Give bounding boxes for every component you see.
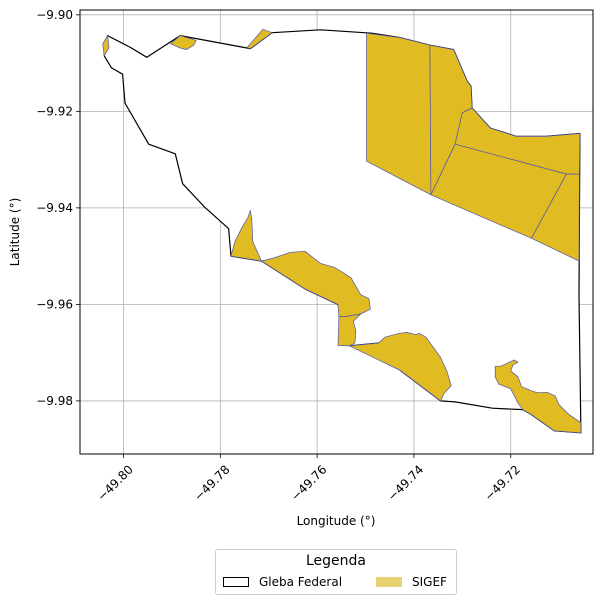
legend-label-sigef: SIGEF bbox=[412, 575, 447, 589]
sigef-parcel bbox=[246, 28, 273, 49]
sigef-parcel bbox=[230, 209, 262, 262]
sigef-parcel bbox=[170, 35, 197, 50]
legend-swatch-gleba bbox=[223, 577, 249, 587]
sigef-parcel bbox=[337, 313, 362, 347]
legend-swatch-sigef bbox=[376, 577, 402, 587]
sigef-parcel bbox=[531, 173, 580, 262]
legend-item-gleba-federal: Gleba Federal bbox=[223, 575, 342, 589]
x-tick-label: −49.72 bbox=[482, 462, 523, 503]
y-axis-title: Latitude (°) bbox=[8, 198, 22, 267]
x-tick-label: −49.80 bbox=[95, 462, 136, 503]
x-tick-label: −49.76 bbox=[288, 462, 329, 503]
sigef-parcel bbox=[494, 359, 582, 434]
plot-frame bbox=[79, 9, 594, 455]
sigef-layer bbox=[102, 28, 582, 434]
y-tick-label: −9.90 bbox=[36, 8, 73, 22]
y-tick-label: −9.92 bbox=[36, 104, 73, 118]
legend: Legenda Gleba Federal SIGEF bbox=[215, 549, 457, 595]
x-tick-label: −49.78 bbox=[191, 462, 232, 503]
legend-item-sigef: SIGEF bbox=[376, 575, 447, 589]
x-axis-title: Longitude (°) bbox=[297, 514, 376, 528]
y-tick-label: −9.98 bbox=[36, 394, 73, 408]
legend-title: Legenda bbox=[305, 553, 366, 569]
x-tick-label: −49.74 bbox=[385, 462, 426, 503]
sigef-parcel bbox=[261, 250, 371, 318]
sigef-parcel bbox=[349, 332, 452, 402]
sigef-parcel bbox=[454, 107, 581, 175]
y-tick-label: −9.94 bbox=[36, 201, 73, 215]
sigef-parcel bbox=[102, 35, 110, 57]
y-tick-label: −9.96 bbox=[36, 297, 73, 311]
legend-label-gleba: Gleba Federal bbox=[259, 575, 343, 589]
